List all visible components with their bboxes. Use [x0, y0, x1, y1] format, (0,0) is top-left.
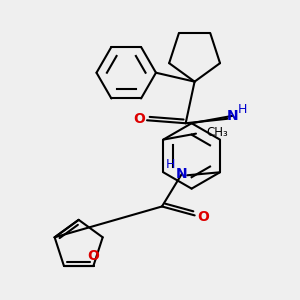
Text: H: H [238, 103, 247, 116]
Text: O: O [134, 112, 146, 126]
Text: N: N [227, 109, 239, 123]
Text: N: N [176, 167, 188, 181]
Text: H: H [166, 158, 176, 171]
Text: O: O [88, 249, 100, 263]
Text: CH₃: CH₃ [206, 126, 228, 139]
Text: O: O [197, 210, 209, 224]
